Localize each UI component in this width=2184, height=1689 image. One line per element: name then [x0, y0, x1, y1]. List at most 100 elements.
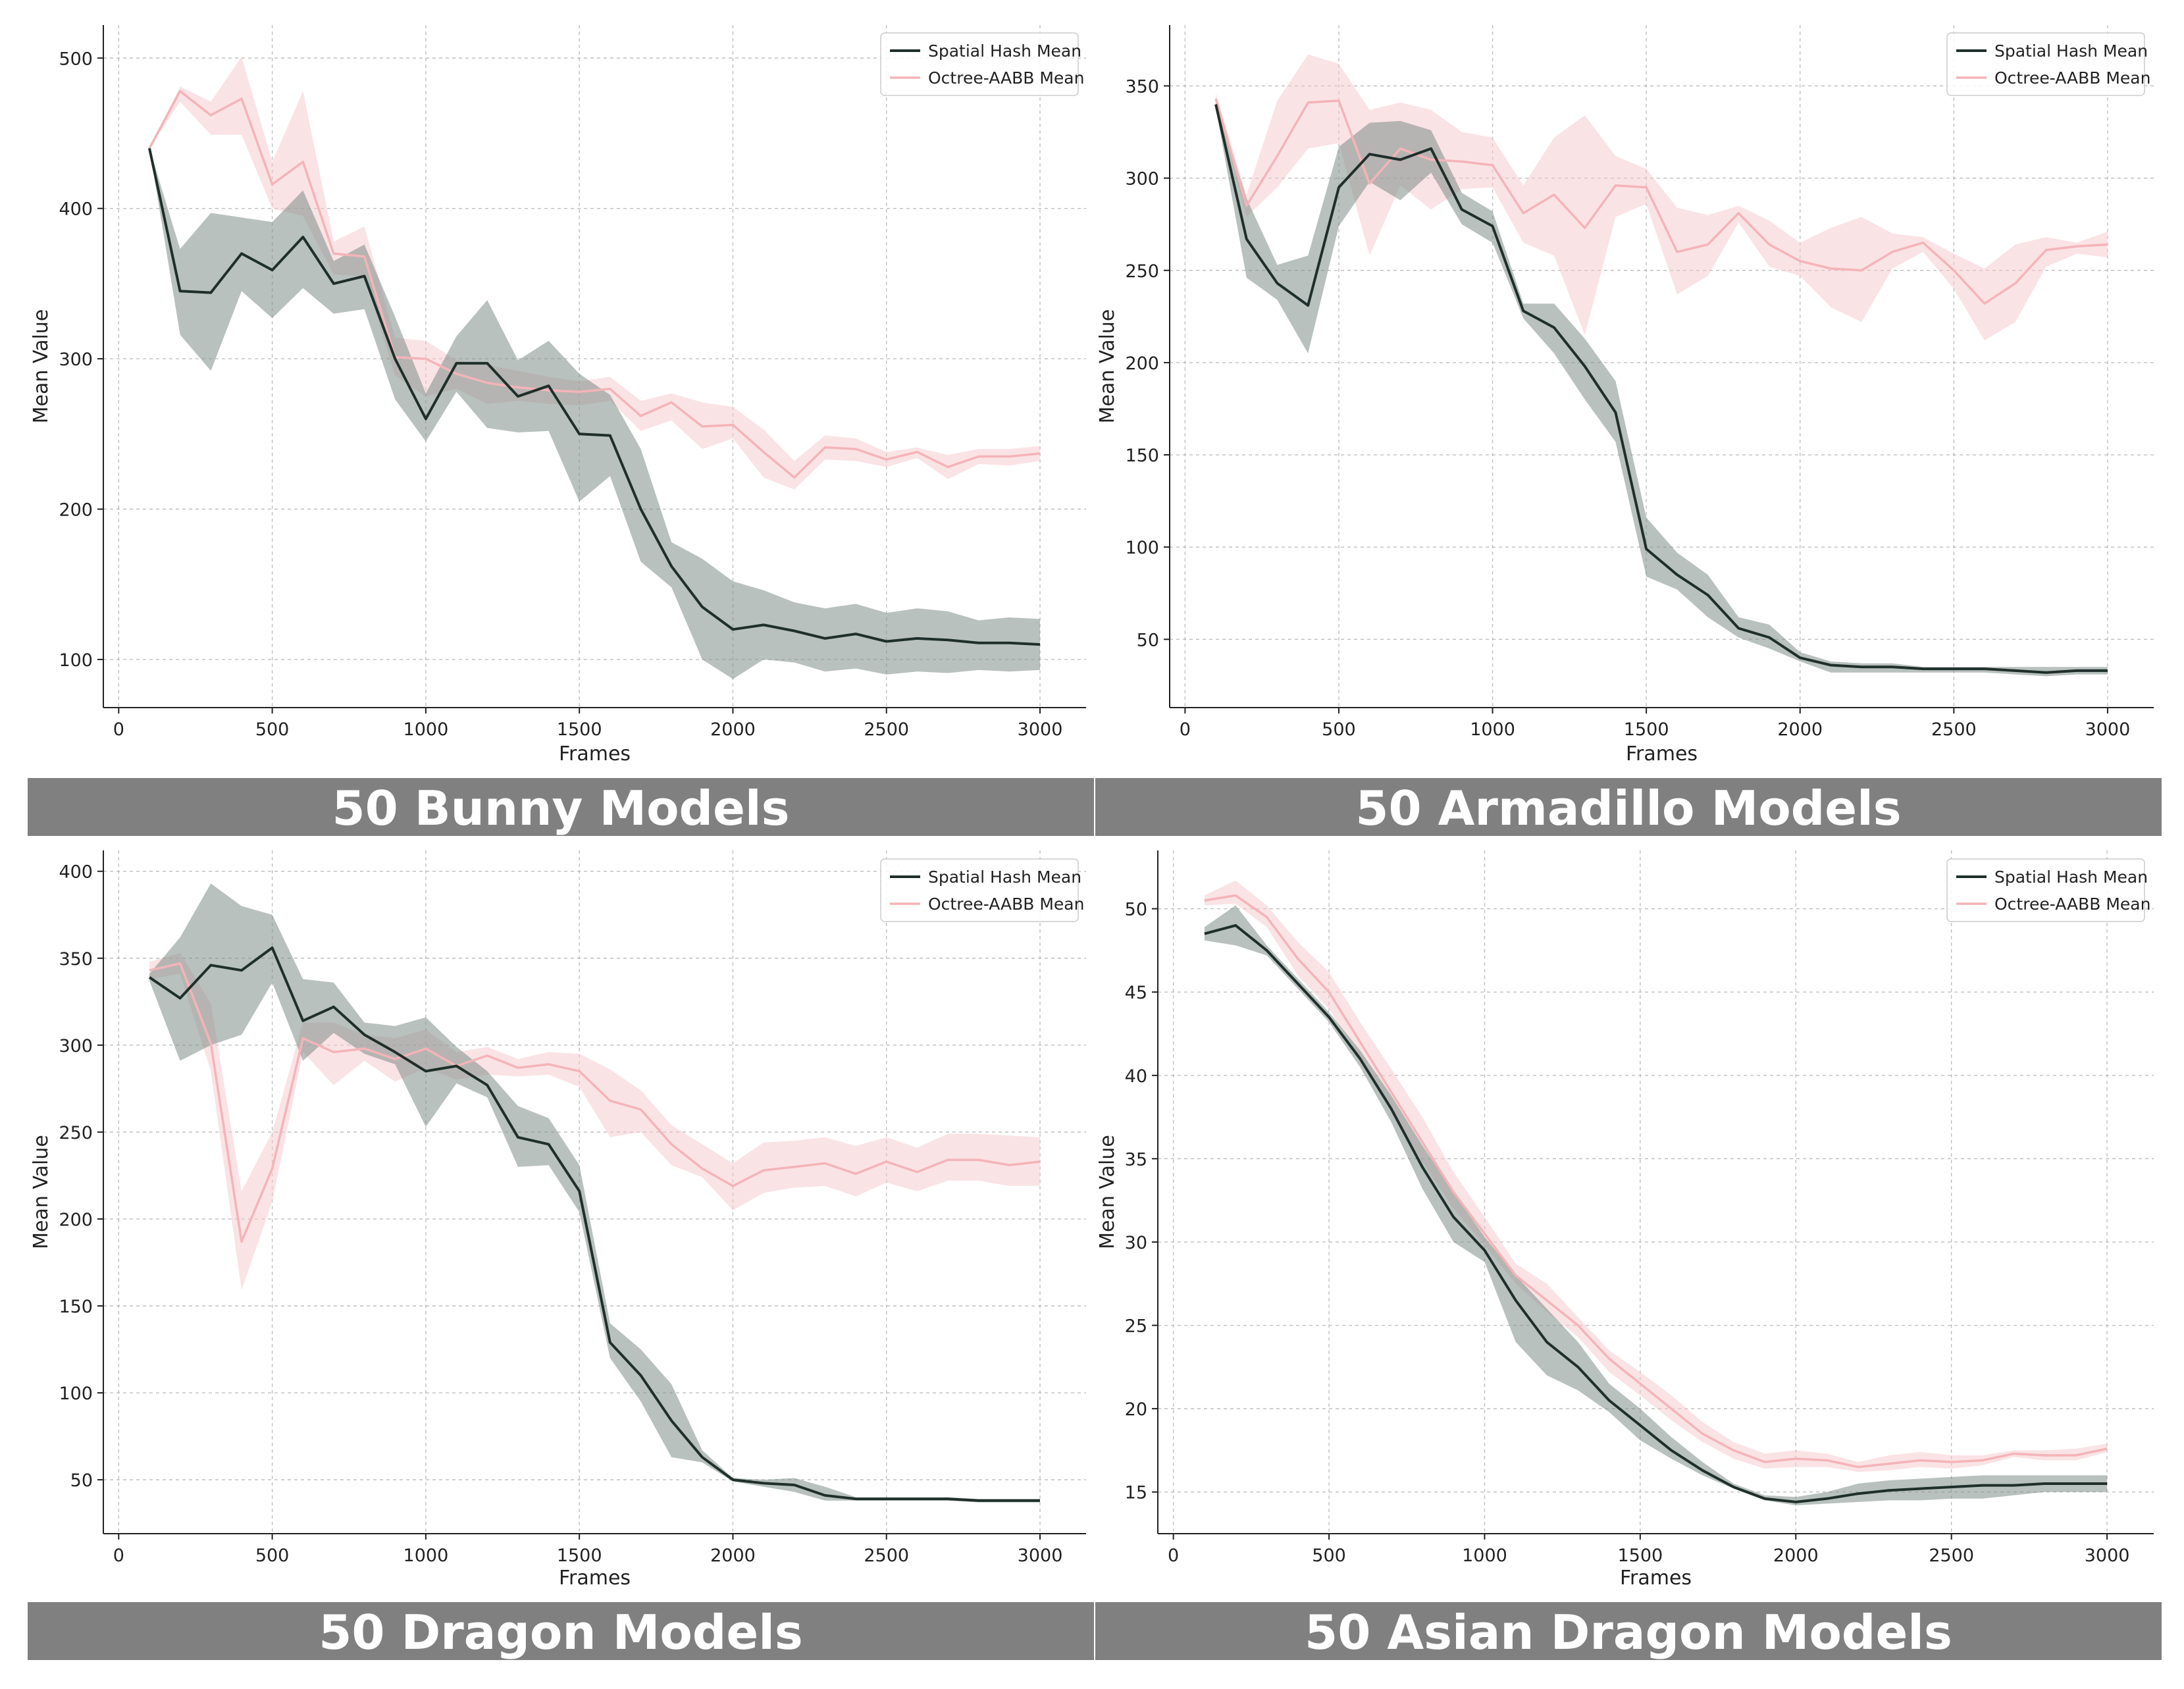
y-tick-label: 15 [1125, 1483, 1147, 1503]
x-tick-label: 1500 [557, 719, 602, 740]
y-tick-label: 150 [59, 1297, 93, 1317]
y-tick-label: 50 [70, 1470, 93, 1491]
panel-title-banner: 50 Armadillo Models [1095, 778, 2162, 836]
x-axis-label: Frames [559, 1567, 631, 1590]
y-tick-label: 150 [1125, 446, 1159, 466]
chart-panel-armadillo: 0 500 1000 1500 2000 2500 3000 50 100 150 200 250 30… [1096, 25, 2154, 766]
y-tick-label: 45 [1125, 983, 1147, 1003]
y-axis-label: Mean Value [30, 309, 53, 424]
x-tick-label: 500 [1322, 719, 1356, 740]
y-tick-label: 500 [59, 49, 93, 69]
y-tick-label: 25 [1125, 1316, 1147, 1337]
spatial-hash-line [1204, 923, 2108, 1503]
y-tick-label: 300 [59, 350, 93, 370]
y-tick-label: 35 [1125, 1149, 1147, 1170]
x-tick-label: 500 [255, 1546, 290, 1566]
panel-title-banner: 50 Dragon Models [28, 1602, 1094, 1660]
x-axis-label: Frames [1626, 742, 1698, 766]
y-axis-label: Mean Value [30, 1135, 53, 1249]
y-tick-label: 300 [1125, 169, 1159, 190]
y-tick-label: 100 [59, 1384, 93, 1404]
legend-entry: Spatial Hash Mean [928, 868, 1081, 887]
x-tick-label: 2000 [710, 1546, 756, 1566]
y-tick-label: 350 [59, 949, 93, 970]
x-tick-label: 500 [1312, 1546, 1346, 1566]
y-tick-label: 20 [1125, 1399, 1147, 1420]
x-tick-label: 2500 [1929, 1546, 1974, 1566]
legend-entry: Spatial Hash Mean [1994, 41, 2148, 61]
x-tick-label: 2000 [1773, 1546, 1819, 1566]
octree-aabb-line [148, 90, 1041, 479]
x-tick-label: 3000 [1018, 719, 1063, 740]
y-tick-label: 40 [1125, 1066, 1147, 1087]
y-axis-label: Mean Value [1096, 309, 1119, 424]
panel-title-dragon: 50 Dragon Models [319, 1605, 803, 1660]
x-tick-label: 0 [113, 719, 124, 740]
octree-aabb-line [149, 962, 1041, 1243]
x-tick-label: 2000 [1777, 719, 1823, 740]
y-tick-label: 30 [1125, 1233, 1147, 1253]
panel-title-asian-dragon: 50 Asian Dragon Models [1305, 1605, 1952, 1660]
octree-aabb-line [1214, 98, 2108, 305]
legend-entry: Octree-AABB Mean [1994, 895, 2150, 914]
x-tick-label: 1500 [1624, 719, 1669, 740]
panel-title-bunny: 50 Bunny Models [332, 781, 790, 836]
y-tick-label: 200 [59, 500, 93, 520]
spatial-hash-line [1214, 104, 2108, 674]
x-tick-label: 1000 [1470, 719, 1515, 740]
x-tick-label: 2500 [1931, 719, 1977, 740]
x-tick-label: 0 [1180, 719, 1191, 740]
octree-aabb-line [1204, 894, 2108, 1468]
y-tick-label: 100 [59, 650, 93, 671]
octree-aabb-band [1204, 880, 2108, 1472]
x-tick-label: 1500 [1618, 1546, 1663, 1566]
x-tick-label: 1000 [403, 719, 449, 740]
x-tick-label: 3000 [2085, 1546, 2130, 1566]
legend-box [1946, 32, 2145, 96]
y-tick-label: 300 [59, 1036, 93, 1056]
panel-title-armadillo: 50 Armadillo Models [1355, 781, 1902, 836]
x-tick-label: 2500 [864, 1546, 909, 1566]
spatial-hash-band [1216, 100, 2108, 677]
legend-entry: Octree-AABB Mean [928, 68, 1084, 88]
octree-aabb-band [1216, 54, 2108, 341]
panel-title-banner: 50 Asian Dragon Models [1095, 1602, 2162, 1660]
y-tick-label: 250 [1125, 261, 1159, 282]
panel-title-banner: 50 Bunny Models [28, 778, 1094, 836]
y-tick-label: 100 [1125, 538, 1159, 558]
x-tick-label: 500 [255, 719, 290, 740]
legend-box [880, 32, 1079, 96]
legend-entry: Octree-AABB Mean [928, 895, 1084, 914]
x-tick-label: 2500 [864, 719, 909, 740]
y-axis-label: Mean Value [1096, 1135, 1119, 1249]
x-tick-label: 3000 [2085, 719, 2131, 740]
y-tick-label: 400 [59, 862, 93, 883]
spatial-hash-band [149, 148, 1040, 679]
y-tick-label: 200 [59, 1210, 93, 1230]
y-tick-label: 50 [1137, 630, 1159, 650]
legend-entry: Spatial Hash Mean [928, 41, 1081, 61]
chart-panel-bunny: 0 500 1000 1500 2000 2500 3000 100 200 300 400 500 F… [30, 25, 1086, 766]
x-tick-label: 2000 [710, 719, 756, 740]
y-tick-label: 200 [1125, 353, 1159, 374]
x-axis-label: Frames [1620, 1567, 1692, 1590]
y-tick-label: 250 [59, 1123, 93, 1143]
x-tick-label: 3000 [1018, 1546, 1063, 1566]
x-tick-label: 0 [113, 1546, 124, 1566]
legend-entry: Spatial Hash Mean [1994, 868, 2148, 887]
y-tick-label: 400 [59, 199, 93, 220]
spatial-hash-line [148, 946, 1040, 1502]
x-tick-label: 1000 [1462, 1546, 1507, 1566]
x-tick-label: 1500 [557, 1546, 602, 1566]
y-tick-label: 350 [1125, 76, 1159, 97]
chart-panel-dragon: 0 500 1000 1500 2000 2500 3000 50 100 150 200 250 30… [30, 850, 1086, 1590]
x-axis-label: Frames [559, 742, 631, 766]
y-tick-label: 50 [1125, 900, 1147, 920]
x-tick-label: 1000 [403, 1546, 449, 1566]
legend-entry: Octree-AABB Mean [1994, 68, 2150, 88]
x-tick-label: 0 [1168, 1546, 1179, 1566]
legend-box [880, 858, 1079, 922]
spatial-hash-line [148, 147, 1041, 646]
legend-box [1946, 858, 2145, 922]
